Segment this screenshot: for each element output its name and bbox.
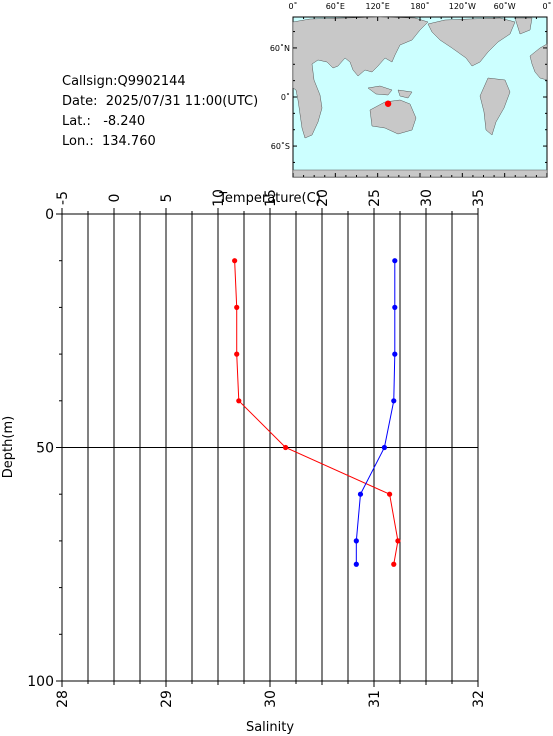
map-latitude-label: 60˚S: [271, 141, 290, 151]
temperature-data-point: [395, 538, 401, 544]
salinity-tick-label: 30: [263, 690, 279, 708]
temperature-tick-label: 35: [471, 189, 487, 207]
salinity-data-point: [391, 398, 397, 404]
map-longitude-label: 60˚E: [326, 1, 345, 11]
depth-tick-label: 50: [36, 441, 54, 457]
temperature-data-point: [387, 491, 393, 497]
float-location-marker: [384, 100, 392, 107]
salinity-profile-line: [355, 260, 396, 565]
map-longitude-label: 0˚: [288, 1, 297, 11]
salinity-axis-ticks: 28 29 30 31 32: [55, 681, 487, 708]
salinity-data-point: [357, 491, 364, 497]
salinity-tick-label: 29: [159, 690, 175, 708]
longitude-text: Lon.: 134.760: [62, 134, 156, 149]
depth-axis-title: Depth(m): [1, 416, 16, 478]
salinity-data-point: [381, 444, 387, 451]
salinity-tick-label: 31: [367, 690, 383, 708]
map-longitude-label: 60˚W: [494, 1, 516, 11]
salinity-data-point: [392, 351, 398, 357]
temperature-data-point: [283, 444, 289, 451]
temperature-data-point: [236, 398, 242, 404]
map-latitude-label: 60˚N: [270, 43, 290, 53]
temperature-data-point: [232, 258, 238, 264]
map-latitude-label: 0˚: [281, 92, 290, 102]
temperature-tick-label: 20: [315, 189, 331, 207]
date-text: Date: 2025/07/31 11:00(UTC): [62, 94, 259, 109]
salinity-data-point: [392, 258, 398, 264]
latitude-text: Lat.: -8.240: [62, 114, 146, 129]
callsign-text: Callsign:Q9902144: [62, 74, 186, 89]
depth-tick-label: 100: [27, 674, 54, 690]
map-longitude-label: 120˚W: [449, 1, 476, 11]
temperature-tick-label: 10: [211, 189, 227, 207]
salinity-tick-label: 28: [55, 690, 71, 708]
depth-tick-label: 0: [45, 207, 54, 223]
salinity-tick-label: 32: [471, 690, 487, 708]
map-longitude-label: 120˚E: [366, 1, 390, 11]
temperature-tick-label: 0: [107, 194, 123, 203]
map-longitude-labels: 0˚ 60˚E 120˚E 180˚ 120˚W 60˚W 0˚: [288, 1, 551, 11]
station-info: Callsign:Q9902144 Date: 2025/07/31 11:00…: [62, 72, 258, 152]
temperature-axis-ticks: -5 0 5 10 15 20 25 30 35: [55, 189, 487, 214]
map-longitude-label: 0˚: [542, 1, 551, 11]
profile-series: [232, 258, 401, 567]
salinity-data-point: [353, 561, 359, 567]
location-map: 0˚ 60˚E 120˚E 180˚ 120˚W 60˚W 0˚ 60˚N 0˚ 60˚S: [270, 1, 552, 178]
temperature-data-point: [234, 304, 240, 310]
temperature-data-point: [234, 351, 240, 357]
temperature-tick-label: -5: [55, 191, 71, 205]
map-frame-ticks: [292, 17, 548, 177]
temperature-tick-label: 5: [159, 194, 175, 203]
temperature-axis-title: Temperature(C): [218, 191, 321, 206]
depth-axis-ticks: 0 50 100: [27, 207, 62, 690]
salinity-axis-title: Salinity: [246, 720, 294, 735]
salinity-data-point: [353, 538, 359, 544]
salinity-data-point: [392, 304, 398, 310]
temperature-tick-label: 30: [419, 189, 435, 207]
map-longitude-label: 180˚: [410, 1, 429, 11]
temperature-profile-line: [234, 260, 399, 565]
temperature-tick-label: 25: [367, 189, 383, 207]
temperature-tick-label: 15: [263, 189, 279, 207]
map-latitude-labels: 60˚N 0˚ 60˚S: [270, 43, 290, 151]
temperature-data-point: [391, 561, 397, 567]
